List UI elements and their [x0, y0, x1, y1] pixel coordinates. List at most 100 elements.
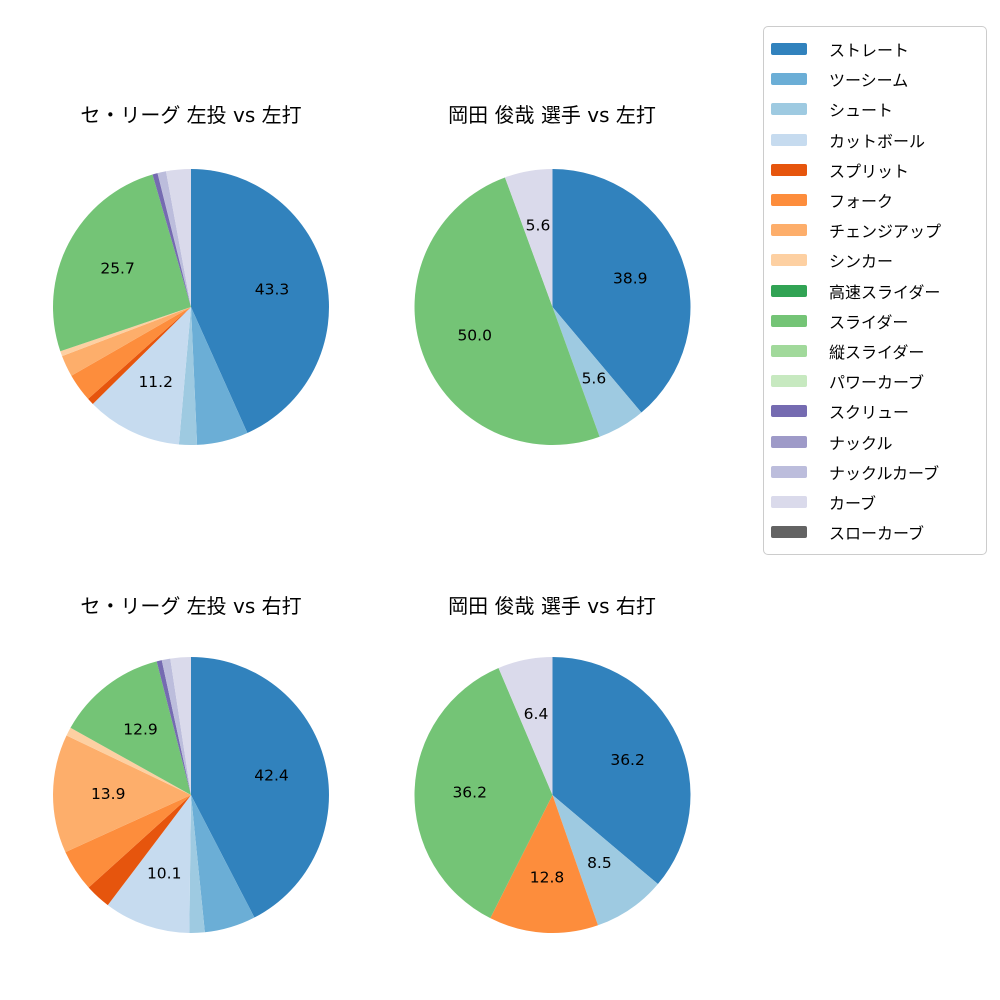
legend-label: ナックルカーブ [829, 463, 940, 483]
pie-slice-シンカー [60, 307, 191, 357]
pie-slice-シュート [178, 307, 198, 446]
legend-item-スライダー: スライダー [764, 306, 986, 336]
legend-label: スローカーブ [829, 524, 925, 544]
legend-item-高速スライダー: 高速スライダー [764, 276, 986, 306]
legend-swatch [771, 435, 807, 448]
legend-item-チェンジアップ: チェンジアップ [764, 215, 986, 245]
pie-slice-スプリット [88, 795, 191, 906]
pie-slice-スプリット [88, 307, 191, 404]
pie-percent-label: 12.8 [530, 869, 565, 887]
legend-label: チェンジアップ [829, 222, 942, 242]
legend-swatch [771, 526, 807, 539]
legend-swatch [771, 314, 807, 327]
pie-slice-ストレート [191, 169, 329, 433]
pie-percent-label: 8.5 [587, 854, 612, 872]
pie-slice-カーブ [504, 169, 553, 307]
legend-item-スローカーブ: スローカーブ [764, 517, 986, 547]
legend-swatch [771, 284, 807, 297]
legend-swatch [771, 405, 807, 418]
pie-slice-ナックルカーブ [161, 658, 191, 795]
legend: ストレートツーシームシュートカットボール スプリットフォークチェンジアップ シンカー… [763, 26, 987, 556]
pie-chart-4: 36.2 8.5 12.8 36.2 6.4 [414, 657, 691, 933]
legend-label: 縦スライダー [829, 342, 925, 362]
pie-title-league-vs-left: セ・リーグ 左投 vs 左打 [80, 103, 302, 127]
pie-slice-シュート [189, 795, 205, 934]
pie-slice-フォーク [71, 307, 191, 399]
legend-item-ナックル: ナックル [764, 426, 986, 456]
pie-slice-カットボール [92, 307, 191, 445]
legend-swatch [771, 224, 807, 237]
legend-item-カーブ: カーブ [764, 487, 986, 517]
pie-slice-ストレート [191, 657, 329, 918]
pie-percent-label: 5.6 [582, 370, 607, 388]
legend-label: スライダー [829, 312, 909, 332]
pie-percent-label: 36.2 [452, 783, 487, 801]
legend-item-ナックルカーブ: ナックルカーブ [764, 457, 986, 487]
pie-slice-スライダー [70, 661, 191, 795]
legend-swatch [771, 43, 807, 56]
legend-swatch [771, 465, 807, 478]
legend-item-フォーク: フォーク [764, 185, 986, 215]
pie-chart-2: 38.9 5.6 50.0 5.6 [414, 169, 691, 445]
legend-swatch [771, 163, 807, 176]
legend-item-ツーシーム: ツーシーム [764, 64, 986, 94]
pie-slice-ナックルカーブ [157, 171, 191, 307]
pie-percent-label: 42.4 [254, 766, 289, 784]
pie-percent-label: 5.6 [526, 217, 551, 235]
legend-swatch [771, 194, 807, 207]
legend-label: カーブ [829, 493, 877, 513]
legend-label: ナックル [829, 433, 893, 453]
pie-percent-label: 50.0 [457, 326, 492, 344]
legend-label: ストレート [829, 41, 910, 61]
legend-label: スクリュー [829, 403, 910, 423]
legend-label: パワーカーブ [829, 373, 925, 393]
pie-percent-label: 11.2 [138, 373, 173, 391]
pie-percent-label: 25.7 [100, 260, 135, 278]
pie-slice-フォーク [65, 795, 191, 888]
pie-percent-label: 12.9 [123, 720, 158, 738]
pie-slice-チェンジアップ [62, 307, 192, 376]
pie-slice-ツーシーム [191, 307, 248, 445]
legend-item-パワーカーブ: パワーカーブ [764, 366, 986, 396]
pie-slice-スライダー [52, 174, 191, 352]
legend-item-スクリュー: スクリュー [764, 396, 986, 426]
pie-slice-チェンジアップ [53, 735, 191, 853]
pie-chart-1: 43.3 11.2 25.7 [52, 169, 329, 446]
pie-slice-シンカー [66, 727, 191, 795]
legend-swatch [771, 375, 807, 388]
legend-swatch [771, 344, 807, 357]
legend-label: ツーシーム [829, 71, 909, 91]
pie-title-league-vs-right: セ・リーグ 左投 vs 右打 [80, 594, 302, 618]
pie-slice-ストレート [552, 657, 691, 885]
legend-label: 高速スライダー [829, 282, 941, 302]
legend-swatch [771, 103, 807, 116]
pie-percent-label: 36.2 [610, 751, 645, 769]
legend-swatch [771, 133, 807, 146]
legend-label: シンカー [829, 252, 894, 272]
legend-item-ストレート: ストレート [764, 34, 986, 64]
pie-slice-スクリュー [156, 660, 191, 795]
legend-label: カットボール [829, 131, 926, 151]
legend-label: スプリット [829, 161, 910, 181]
pie-chart-3: 42.4 10.1 13.9 12.9 [53, 657, 329, 934]
legend-item-スプリット: スプリット [764, 155, 986, 185]
legend-label: フォーク [829, 192, 894, 212]
pie-slice-スライダー [414, 667, 553, 919]
legend-item-シュート: シュート [764, 94, 986, 124]
legend-swatch [771, 254, 807, 267]
pie-slice-シュート [552, 795, 658, 926]
pie-slice-ツーシーム [191, 795, 255, 933]
pie-percent-label: 13.9 [91, 785, 126, 803]
legend-item-縦スライダー: 縦スライダー [764, 336, 986, 366]
pie-percent-label: 38.9 [613, 270, 648, 288]
pie-percent-label: 10.1 [147, 864, 182, 882]
pie-percent-label: 6.4 [524, 705, 549, 723]
pie-slice-カーブ [498, 657, 553, 795]
pie-slice-カーブ [170, 657, 191, 795]
pie-slice-フォーク [490, 795, 598, 933]
pie-slice-カーブ [165, 169, 191, 307]
pie-slice-スクリュー [152, 173, 191, 307]
pie-slice-シュート [552, 307, 642, 437]
